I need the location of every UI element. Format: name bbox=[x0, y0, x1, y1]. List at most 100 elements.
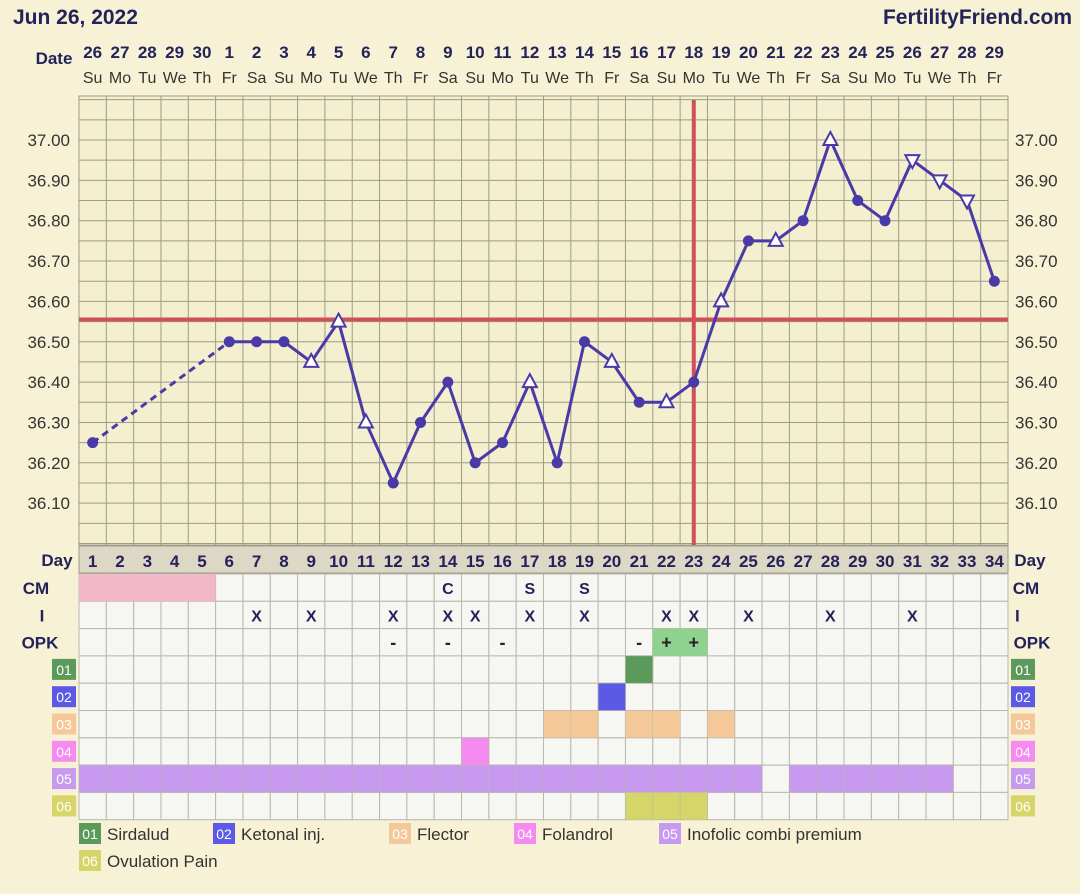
cm-row-label: CM bbox=[23, 579, 49, 598]
opk-positive-cell bbox=[652, 628, 681, 656]
grid-cell bbox=[78, 628, 107, 657]
menses-cell bbox=[106, 574, 134, 602]
temp-point-dot bbox=[688, 376, 700, 388]
day-number: 1 bbox=[88, 552, 97, 571]
grid-cell bbox=[379, 573, 408, 602]
date-tick: 18 bbox=[684, 43, 703, 62]
weekday-tick: We bbox=[545, 70, 569, 87]
day-number: 19 bbox=[575, 552, 594, 571]
grid-cell bbox=[351, 710, 381, 739]
grid-cell bbox=[870, 600, 900, 630]
grid-cell bbox=[624, 573, 654, 602]
intercourse-mark: X bbox=[907, 608, 918, 625]
grid-cell bbox=[133, 600, 162, 630]
grid-cell bbox=[788, 655, 818, 684]
med-cell bbox=[707, 710, 736, 739]
weekday-tick: Th bbox=[958, 70, 977, 87]
grid-cell bbox=[406, 573, 435, 602]
temp-line-segment bbox=[283, 340, 313, 364]
grid-cell bbox=[952, 573, 982, 602]
med-cell bbox=[461, 764, 490, 793]
intercourse-mark: X bbox=[525, 608, 536, 625]
grid-cell bbox=[78, 600, 107, 630]
temp-point-dot bbox=[469, 457, 481, 469]
grid-cell bbox=[515, 628, 544, 657]
date-tick: 17 bbox=[657, 43, 676, 62]
legend-label: Sirdalud bbox=[107, 825, 169, 844]
day-number: 9 bbox=[307, 552, 316, 571]
temp-point-triangle bbox=[712, 291, 730, 308]
cm-mark: C bbox=[442, 581, 454, 598]
grid-cell bbox=[706, 655, 736, 684]
weekday-tick: Su bbox=[274, 70, 294, 87]
grid-cell bbox=[488, 737, 517, 766]
date-tick: 8 bbox=[416, 43, 425, 62]
grid-cell bbox=[215, 628, 244, 657]
grid-cell bbox=[597, 628, 626, 657]
date-row-label: Date bbox=[36, 49, 73, 68]
weekday-tick: Mo bbox=[491, 70, 513, 87]
date-tick: 27 bbox=[930, 43, 949, 62]
grid-cell bbox=[980, 628, 1009, 657]
grid-cell bbox=[543, 682, 572, 712]
med-cell bbox=[297, 764, 326, 793]
y-tick-right: 36.30 bbox=[1015, 413, 1058, 432]
grid-cell bbox=[488, 573, 517, 602]
grid-cell bbox=[761, 682, 790, 712]
med-code-right: 06 bbox=[1015, 798, 1031, 814]
legend-label: Ovulation Pain bbox=[107, 852, 218, 871]
temp-line-segment bbox=[501, 381, 532, 444]
grid-cell bbox=[406, 600, 435, 630]
cm-row-label-right: CM bbox=[1013, 579, 1039, 598]
med-cell bbox=[570, 710, 599, 739]
date-tick: 1 bbox=[225, 43, 234, 62]
opk-mark: - bbox=[500, 633, 506, 653]
grid-cell bbox=[297, 655, 326, 684]
grid-cell bbox=[624, 737, 654, 766]
grid-cell bbox=[706, 682, 736, 712]
temp-point-dot bbox=[742, 235, 754, 247]
med-cell bbox=[242, 764, 271, 793]
grid-cell bbox=[898, 628, 927, 657]
med-cell bbox=[78, 764, 107, 793]
grid-cell bbox=[788, 682, 818, 712]
date-tick: 4 bbox=[307, 43, 317, 62]
date-tick: 6 bbox=[361, 43, 370, 62]
grid-cell bbox=[870, 710, 900, 739]
date-tick: 27 bbox=[111, 43, 130, 62]
weekday-tick: Fr bbox=[796, 70, 812, 87]
med-cell bbox=[570, 764, 599, 793]
grid-cell bbox=[679, 655, 708, 684]
date-tick: 24 bbox=[848, 43, 867, 62]
grid-cell bbox=[351, 655, 381, 684]
grid-cell bbox=[843, 573, 872, 602]
grid-cell bbox=[652, 737, 681, 766]
intercourse-mark: X bbox=[388, 608, 399, 625]
legend-swatch bbox=[389, 823, 411, 844]
grid-cell bbox=[379, 682, 408, 712]
grid-cell bbox=[570, 628, 599, 657]
temp-line-segment bbox=[528, 381, 559, 464]
grid-cell bbox=[624, 600, 654, 630]
day-number: 14 bbox=[438, 552, 457, 571]
temp-line-segment bbox=[692, 300, 723, 383]
temp-line-segment bbox=[391, 421, 422, 484]
intercourse-mark: X bbox=[825, 608, 836, 625]
day-number: 3 bbox=[143, 552, 152, 571]
med-cell bbox=[433, 764, 462, 793]
temp-point-dot bbox=[797, 215, 809, 227]
date-tick: 3 bbox=[279, 43, 288, 62]
grid-cell bbox=[187, 791, 217, 821]
grid-cell bbox=[160, 600, 189, 630]
y-tick-left: 36.40 bbox=[27, 373, 70, 392]
grid-cell bbox=[187, 710, 217, 739]
temp-point-dot bbox=[415, 416, 427, 428]
med-cell bbox=[133, 764, 162, 793]
site-name[interactable]: FertilityFriend.com bbox=[882, 6, 1072, 29]
grid-cell bbox=[461, 791, 490, 821]
grid-cell bbox=[843, 710, 872, 739]
grid-cell bbox=[269, 791, 299, 821]
grid-cell bbox=[706, 600, 736, 630]
temp-line-segment bbox=[583, 340, 613, 364]
grid-cell bbox=[324, 628, 353, 657]
